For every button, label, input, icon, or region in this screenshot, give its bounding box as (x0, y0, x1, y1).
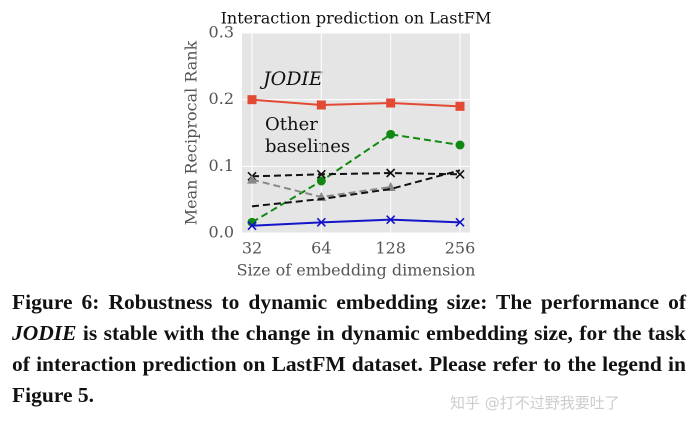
marker (316, 217, 326, 227)
annotation: JODIE (259, 68, 323, 90)
marker (316, 100, 326, 110)
caption-text: is stable with the change in dynamic emb… (12, 321, 686, 407)
marker (455, 169, 465, 179)
annotation: Other (265, 114, 318, 135)
plot-area (242, 33, 470, 233)
caption-text: Figure 6: Robustness to dynamic embeddin… (12, 290, 686, 314)
marker (247, 174, 257, 184)
marker (386, 215, 396, 225)
chart: Interaction prediction on LastFM Size of… (182, 9, 492, 280)
marker (455, 101, 465, 111)
y-axis-label: Mean Reciprocal Rank (182, 40, 201, 225)
marker (386, 168, 396, 178)
line (251, 133, 461, 224)
line (251, 171, 461, 178)
marker (386, 129, 396, 139)
marker (247, 221, 257, 231)
marker (316, 169, 326, 179)
y-tick-label: 0.0 (209, 223, 234, 242)
watermark: 知乎 @打不过野我要吐了 (450, 394, 620, 412)
y-tick-label: 0.3 (209, 23, 234, 42)
x-tick-label: 256 (445, 239, 476, 258)
x-tick-label: 32 (242, 239, 262, 258)
line (251, 169, 461, 208)
x-tick-label: 64 (311, 239, 331, 258)
caption-emphasis: JODIE (12, 321, 77, 345)
marker (316, 176, 326, 186)
x-tick-label: 128 (375, 239, 406, 258)
annotation: baselines (265, 136, 350, 157)
marker (386, 98, 396, 108)
line (251, 218, 461, 227)
y-tick-label: 0.2 (209, 89, 234, 108)
marker (455, 217, 465, 227)
marker (455, 140, 465, 150)
line (251, 98, 461, 108)
x-axis-label: Size of embedding dimension (237, 261, 476, 280)
caption: Figure 6: Robustness to dynamic embeddin… (12, 287, 686, 411)
chart-title: Interaction prediction on LastFM (221, 9, 492, 28)
marker (247, 95, 257, 105)
y-tick-label: 0.1 (209, 156, 234, 175)
